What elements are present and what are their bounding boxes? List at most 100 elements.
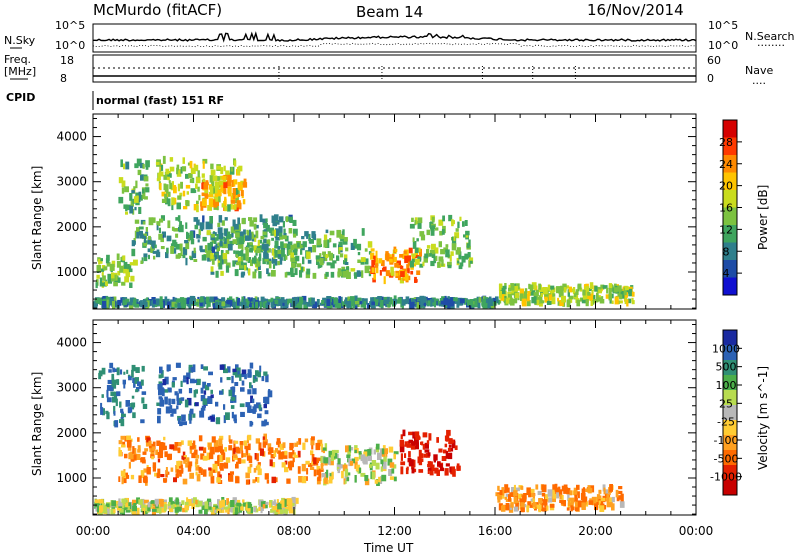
velocity-echo-cell — [454, 445, 458, 450]
velocity-echo-cell — [429, 469, 434, 476]
velocity-echo-cell — [189, 378, 195, 384]
velocity-echo-cell — [158, 396, 163, 400]
power-echo-cell — [278, 226, 283, 233]
velocity-echo-cell — [262, 439, 268, 446]
power-echo-cell — [389, 297, 393, 305]
velocity-echo-cell — [611, 496, 615, 503]
power-echo-cell — [459, 216, 462, 221]
velocity-echo-cell — [116, 391, 121, 397]
velocity-echo-cell — [258, 404, 262, 410]
velocity-echo-cell — [162, 388, 165, 397]
power-echo-cell — [365, 266, 370, 272]
power-echo-cell — [293, 233, 297, 238]
power-echo-cell — [589, 282, 594, 290]
power-echo-cell — [453, 236, 456, 241]
velocity-echo-cell — [178, 442, 182, 447]
power-echo-cell — [360, 257, 366, 262]
power-echo-cell — [372, 297, 377, 303]
power-echo-cell — [164, 171, 169, 177]
power-echo-cell — [216, 184, 220, 190]
power-echo-cell — [185, 200, 190, 207]
velocity-echo-cell — [202, 455, 208, 461]
velocity-echo-cell — [126, 435, 131, 441]
velocity-echo-cell — [575, 498, 578, 502]
velocity-echo-cell — [125, 509, 131, 513]
velocity-echo-cell — [427, 467, 432, 471]
velocity-echo-cell — [235, 476, 240, 484]
power-echo-cell — [411, 258, 417, 263]
power-echo-cell — [237, 181, 242, 190]
velocity-echo-cell — [133, 448, 137, 456]
velocity-echo-cell — [334, 452, 338, 459]
velocity-echo-cell — [156, 507, 159, 513]
velocity-echo-cell — [111, 500, 116, 507]
velocity-echo-cell — [189, 472, 194, 479]
velocity-echo-cell — [399, 444, 405, 453]
velocity-echo-cell — [137, 381, 142, 387]
velocity-echo-cell — [131, 402, 136, 408]
velocity-echo-cell — [541, 484, 547, 493]
power-colorbar-tick: 16 — [719, 202, 733, 215]
power-echo-cell — [492, 297, 496, 302]
power-echo-cell — [220, 250, 224, 256]
power-echo-cell — [316, 299, 320, 307]
power-echo-cell — [340, 238, 345, 242]
velocity-echo-cell — [560, 500, 566, 505]
power-echo-cell — [433, 298, 439, 305]
power-echo-cell — [223, 236, 226, 242]
velocity-echo-cell — [344, 468, 349, 477]
velocity-echo-cell — [206, 398, 212, 403]
velocity-echo-cell — [233, 454, 238, 458]
velocity-echo-cell — [96, 505, 99, 513]
power-echo-cell — [631, 291, 635, 297]
velocity-echo-cell — [163, 478, 167, 483]
velocity-echo-cell — [408, 431, 413, 436]
power-echo-cell — [294, 302, 300, 308]
velocity-echo-cell — [252, 479, 256, 484]
power-echo-cell — [317, 262, 320, 269]
power-echo-cell — [129, 297, 134, 303]
power-echo-cell — [112, 296, 117, 304]
velocity-colorbar-swatch — [723, 480, 737, 496]
power-echo-cell — [205, 180, 209, 184]
velocity-echo-cell — [183, 375, 188, 379]
power-echo-cell — [420, 304, 426, 308]
velocity-echo-cell — [538, 498, 543, 504]
velocity-echo-cell — [217, 471, 221, 478]
velocity-echo-cell — [282, 442, 286, 449]
power-echo-cell — [408, 247, 413, 254]
power-echo-cell — [360, 303, 366, 308]
velocity-echo-cell — [572, 506, 575, 511]
velocity-echo-cell — [143, 499, 149, 504]
power-echo-cell — [233, 302, 236, 309]
velocity-echo-cell — [618, 486, 623, 490]
velocity-echo-cell — [412, 431, 415, 439]
velocity-echo-cell — [136, 497, 140, 504]
velocity-echo-cell — [545, 494, 549, 502]
velocity-echo-cell — [510, 492, 514, 497]
velocity-echo-cell — [215, 466, 218, 473]
power-echo-cell — [326, 262, 331, 266]
velocity-echo-cell — [518, 493, 521, 499]
velocity-echo-cell — [216, 477, 221, 483]
power-echo-cell — [447, 261, 452, 267]
power-echo-cell — [412, 299, 416, 304]
power-echo-cell — [551, 287, 556, 293]
velocity-echo-cell — [536, 504, 542, 509]
power-echo-cell — [182, 190, 186, 197]
power-echo-cell — [454, 232, 460, 239]
power-echo-cell — [254, 237, 257, 242]
power-echo-cell — [240, 180, 244, 186]
velocity-echo-cell — [600, 497, 606, 502]
power-echo-cell — [214, 201, 219, 206]
velocity-echo-cell — [160, 499, 164, 507]
velocity-echo-cell — [441, 456, 447, 461]
power-echo-cell — [113, 282, 118, 287]
power-echo-cell — [385, 270, 390, 277]
power-echo-cell — [451, 243, 457, 251]
velocity-echo-cell — [569, 497, 575, 501]
power-echo-cell — [119, 267, 124, 273]
velocity-echo-cell — [293, 497, 299, 504]
velocity-echo-cell — [235, 373, 240, 378]
